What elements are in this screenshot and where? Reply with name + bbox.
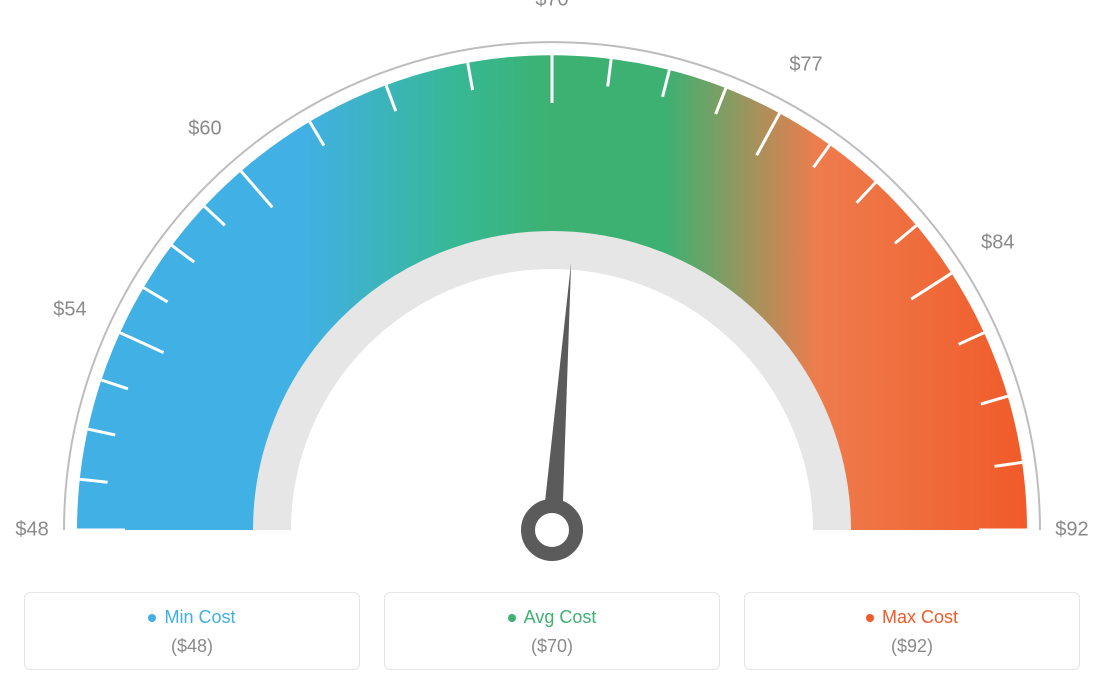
- legend-row: Min Cost ($48) Avg Cost ($70) Max Cost ($92): [0, 592, 1104, 670]
- legend-value-avg: ($70): [385, 636, 719, 657]
- legend-label-avg: Avg Cost: [524, 607, 597, 628]
- cost-gauge-chart: $48 $54 $60 $70 $77 $84 $92 Min Cost ($48) Avg C…: [0, 0, 1104, 690]
- gauge-svg: [0, 20, 1104, 580]
- legend-dot-min: [148, 614, 156, 622]
- legend-value-max: ($92): [745, 636, 1079, 657]
- gauge-needle: [542, 263, 571, 531]
- gauge-scale-label: $60: [188, 118, 221, 141]
- gauge-scale-label: $48: [15, 519, 48, 542]
- legend-title-min: Min Cost: [148, 607, 235, 628]
- gauge-scale-label: $92: [1055, 519, 1088, 542]
- legend-label-min: Min Cost: [164, 607, 235, 628]
- legend-title-avg: Avg Cost: [508, 607, 597, 628]
- legend-dot-avg: [508, 614, 516, 622]
- gauge-scale-label: $70: [535, 0, 568, 12]
- gauge-scale-label: $84: [981, 232, 1014, 255]
- gauge-scale-label: $54: [53, 298, 86, 321]
- legend-value-min: ($48): [25, 636, 359, 657]
- legend-card-max: Max Cost ($92): [744, 592, 1080, 670]
- gauge-scale-label: $77: [789, 53, 822, 76]
- legend-card-avg: Avg Cost ($70): [384, 592, 720, 670]
- legend-card-min: Min Cost ($48): [24, 592, 360, 670]
- gauge-canvas: $48$54$60$70$77$84$92: [0, 20, 1104, 580]
- legend-title-max: Max Cost: [866, 607, 958, 628]
- legend-label-max: Max Cost: [882, 607, 958, 628]
- legend-dot-max: [866, 614, 874, 622]
- gauge-needle-hub: [528, 506, 576, 554]
